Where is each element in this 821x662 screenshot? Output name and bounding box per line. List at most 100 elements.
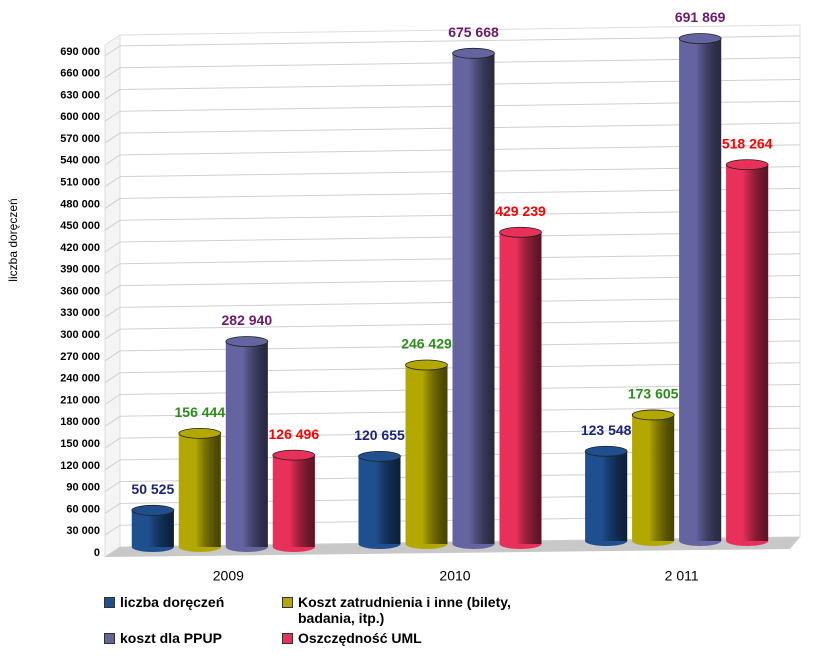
grid-line	[104, 471, 801, 493]
legend-label: Koszt zatrudnienia i inne (bilety, badan…	[298, 594, 511, 626]
bar-shade	[178, 433, 221, 547]
bar	[452, 47, 495, 549]
bar-top	[631, 409, 675, 421]
y-tick-label: 450 000	[60, 220, 100, 232]
bar-top	[678, 33, 722, 44]
value-label: 120 655	[354, 427, 405, 443]
bar-shade	[499, 232, 542, 544]
value-label: 173 605	[628, 386, 679, 402]
value-label: 50 525	[131, 481, 174, 497]
value-label: 691 869	[675, 9, 726, 25]
grid-line	[104, 383, 801, 405]
grid-line	[104, 340, 801, 362]
bar	[678, 33, 722, 546]
grid-line	[104, 492, 801, 514]
bar-top	[225, 336, 269, 347]
bar	[499, 226, 542, 549]
bar-shade	[726, 164, 769, 542]
legend-item: koszt dla PPUP	[104, 630, 282, 646]
value-label: 518 264	[722, 135, 773, 151]
grid-line	[104, 209, 801, 231]
grid-line	[104, 536, 801, 558]
grid-line	[104, 449, 801, 471]
grid-line	[104, 122, 801, 144]
legend: liczba doręczeń Koszt zatrudnienia i inne…	[104, 594, 664, 646]
value-label: 123 548	[581, 422, 632, 438]
legend-item: liczba doręczeń	[104, 594, 282, 626]
bar-shade	[405, 365, 448, 544]
bar-top	[584, 445, 628, 457]
y-tick-label: 630 000	[60, 89, 100, 101]
grid-line	[104, 405, 801, 427]
bar	[405, 359, 448, 549]
x-tick-label: 2010	[439, 568, 470, 584]
y-tick-label: 210 000	[60, 394, 100, 406]
bar	[272, 449, 316, 552]
x-tick-label: 2 011	[665, 568, 699, 584]
bar	[725, 159, 769, 546]
grid-line	[104, 275, 801, 296]
y-tick-label: 510 000	[60, 177, 100, 189]
grid-line	[104, 231, 801, 253]
y-tick-label: 690 000	[60, 46, 100, 58]
y-tick-label: 570 000	[60, 133, 100, 145]
chart: liczba doręczeń 0 30 000 60 000 90 000 120 0…	[6, 9, 801, 584]
bar	[225, 336, 269, 552]
y-tick-label: 60 000	[66, 503, 100, 515]
bar	[358, 450, 401, 549]
bar-shade	[452, 53, 495, 545]
y-tick-label: 0	[94, 547, 100, 559]
legend-swatch	[104, 597, 115, 608]
bar-top	[499, 226, 542, 238]
bar	[131, 504, 175, 552]
bar-shade	[585, 451, 628, 541]
y-tick-label: 300 000	[60, 329, 100, 341]
bar-shade	[225, 341, 268, 547]
y-tick-label: 240 000	[60, 373, 100, 385]
value-label: 156 444	[175, 404, 226, 420]
legend-swatch	[282, 633, 293, 644]
bar	[584, 445, 628, 546]
y-tick-label: 540 000	[60, 155, 100, 167]
bar-shade	[679, 38, 722, 541]
bar-top	[725, 159, 769, 171]
grid-line	[104, 166, 801, 188]
x-tick-label: 2009	[213, 568, 244, 584]
bar-top	[272, 449, 316, 461]
bar-shade	[272, 455, 315, 547]
y-tick-label: 90 000	[66, 482, 100, 494]
grid-line	[104, 144, 801, 166]
y-tick-label: 360 000	[60, 285, 100, 297]
grid-line	[104, 100, 801, 122]
y-tick-label: 330 000	[60, 307, 100, 319]
bar-shade	[131, 510, 174, 547]
legend-swatch	[282, 597, 293, 608]
y-tick-label: 270 000	[60, 351, 100, 363]
grid-line	[104, 296, 801, 318]
y-tick-label: 120 000	[60, 460, 100, 472]
y-tick-label: 180 000	[60, 416, 100, 428]
grid-line	[104, 362, 801, 384]
legend-label: liczba doręczeń	[120, 594, 225, 610]
bar-shade	[632, 414, 675, 541]
bar-top	[178, 427, 222, 439]
grid-line	[104, 78, 801, 100]
y-tick-label: 480 000	[60, 198, 100, 210]
grid-line	[104, 35, 801, 57]
value-label: 429 239	[495, 203, 546, 219]
grid-line	[104, 427, 801, 449]
legend-item: Koszt zatrudnienia i inne (bilety, badan…	[282, 594, 542, 626]
value-label: 126 496	[269, 426, 320, 442]
grid-line	[104, 187, 801, 209]
legend-label: Oszczędność UML	[298, 630, 422, 646]
bar-top	[358, 450, 401, 462]
y-tick-label: 390 000	[60, 264, 100, 276]
bar-top	[131, 504, 175, 516]
y-tick-label: 420 000	[60, 242, 100, 254]
legend-item: Oszczędność UML	[282, 630, 542, 646]
grid-line	[104, 57, 801, 79]
value-label: 282 940	[222, 312, 273, 328]
y-tick-label: 30 000	[66, 525, 100, 537]
legend-swatch	[104, 633, 115, 644]
